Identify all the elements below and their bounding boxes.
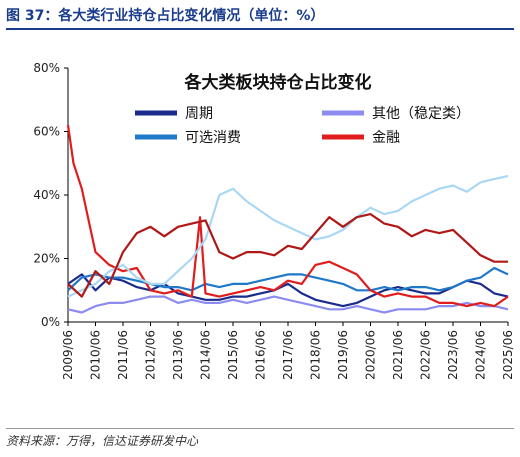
series-line xyxy=(67,266,509,292)
x-tick-label: 2022/06 xyxy=(419,330,433,380)
x-tick-label: 2019/06 xyxy=(336,330,350,380)
y-tick-label: 0% xyxy=(41,315,60,329)
x-tick-label: 2021/06 xyxy=(391,330,405,380)
y-tick-label: 80% xyxy=(33,61,60,75)
legend-label: 其他（稳定类） xyxy=(372,106,470,122)
x-tick-label: 2012/06 xyxy=(144,330,158,380)
series-line xyxy=(67,174,509,298)
x-tick-label: 2013/06 xyxy=(171,330,185,380)
x-tick-label: 2023/06 xyxy=(446,330,460,380)
x-tick-label: 2014/06 xyxy=(199,330,213,380)
x-tick-label: 2015/06 xyxy=(226,330,240,380)
x-tick-label: 2010/06 xyxy=(89,330,103,380)
chart-axes: 0% 20% 40% 60% 80% 2009/06 2010/06 2011/06 2012/… xyxy=(33,61,515,380)
x-tick-label: 2024/06 xyxy=(474,330,488,380)
y-tick-label: 60% xyxy=(33,125,60,139)
series-line xyxy=(67,213,508,298)
legend-label: 金融 xyxy=(372,130,400,146)
series-line xyxy=(67,295,509,314)
chart-title: 各大类板块持仓占比变化 xyxy=(184,72,372,93)
x-tick-label: 2011/06 xyxy=(116,330,130,380)
y-tick-label: 20% xyxy=(33,252,60,266)
x-tick-label: 2009/06 xyxy=(61,330,75,380)
series-line xyxy=(67,273,509,308)
legend-label: 可选消费 xyxy=(185,130,241,146)
series-line xyxy=(66,125,509,308)
chart-legend: 周期 其他（稳定类） 可选消费 金融 xyxy=(135,106,470,146)
x-tick-label: 2018/06 xyxy=(309,330,323,380)
x-tick-label: 2020/06 xyxy=(364,330,378,380)
x-tick-label: 2017/06 xyxy=(281,330,295,380)
x-tick-label: 2016/06 xyxy=(254,330,268,380)
x-tick-label: 2025/06 xyxy=(501,330,515,380)
legend-label: 周期 xyxy=(185,106,213,122)
figure-title: 图 37：各大类行业持仓占比变化情况（单位：%） xyxy=(6,4,514,30)
series-lines xyxy=(66,125,509,314)
source-note: 资料来源：万得，信达证券研发中心 xyxy=(6,428,514,453)
y-tick-label: 40% xyxy=(33,188,60,202)
